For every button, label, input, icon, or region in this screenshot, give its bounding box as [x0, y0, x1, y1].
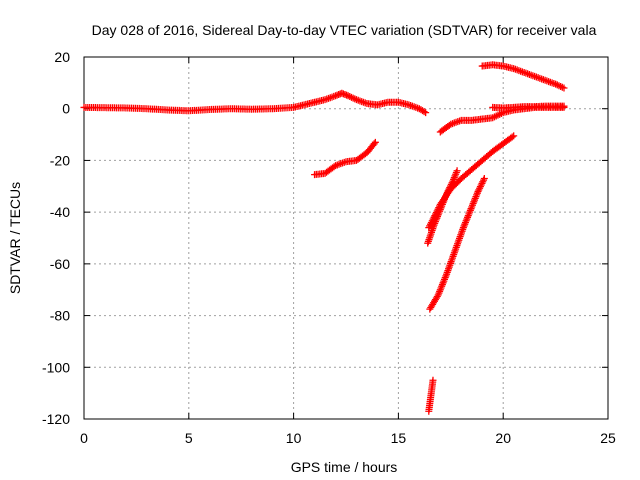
data-point-marker: [474, 187, 482, 195]
data-point-marker: [560, 102, 568, 110]
data-point-marker: [552, 80, 560, 88]
x-tick-label: 15: [391, 430, 407, 446]
data-series: [478, 61, 568, 92]
data-point-marker: [371, 138, 379, 146]
data-point-marker: [476, 183, 484, 191]
data-point-marker: [351, 95, 359, 103]
data-point-marker: [508, 133, 516, 141]
data-series: [436, 103, 568, 136]
data-series: [80, 89, 430, 117]
data-series: [426, 175, 488, 313]
data-point-marker: [420, 108, 428, 116]
y-tick-label: -80: [50, 308, 70, 324]
data-point-marker: [553, 81, 561, 89]
data-point-marker: [347, 93, 355, 101]
data-point-marker: [560, 84, 568, 92]
x-tick-label: 20: [495, 430, 511, 446]
data-point-marker: [370, 140, 378, 148]
data-point-marker: [448, 179, 456, 187]
data-point-marker: [480, 175, 488, 183]
data-point-marker: [443, 188, 451, 196]
data-point-marker: [445, 185, 453, 193]
axis-ticks: 0 5 10 15 20 25 -120 -100 -80 -60 -40 -20 0 20: [42, 49, 616, 446]
chart-title: Day 028 of 2016, Sidereal Day-to-day VTE…: [92, 22, 597, 38]
data-point-marker: [476, 184, 484, 192]
data-point-marker: [349, 94, 357, 102]
data-point-marker: [475, 186, 483, 194]
x-tick-label: 5: [185, 430, 193, 446]
data-point-marker: [447, 182, 455, 190]
grid: [84, 57, 608, 419]
data-series: [424, 167, 461, 247]
y-tick-label: -20: [50, 152, 70, 168]
data-point-marker: [478, 179, 486, 187]
data-point-marker: [558, 83, 566, 91]
data-point-marker: [557, 82, 565, 90]
y-tick-label: -60: [50, 256, 70, 272]
data-point-marker: [443, 190, 451, 198]
data-points: [80, 61, 568, 415]
data-point-marker: [433, 292, 441, 300]
y-tick-label: 20: [54, 49, 70, 65]
data-point-marker: [453, 167, 461, 175]
data-point-marker: [446, 184, 454, 192]
x-tick-label: 25: [600, 430, 616, 446]
y-tick-label: 0: [62, 101, 70, 117]
data-point-marker: [479, 178, 487, 186]
data-point-marker: [422, 109, 430, 117]
y-tick-label: -100: [42, 359, 70, 375]
data-series: [311, 138, 379, 179]
y-tick-label: -120: [42, 411, 70, 427]
data-series: [425, 376, 437, 415]
x-tick-label: 10: [286, 430, 302, 446]
data-point-marker: [344, 92, 352, 100]
data-point-marker: [477, 181, 485, 189]
y-tick-label: -40: [50, 204, 70, 220]
x-axis-label: GPS time / hours: [291, 459, 398, 475]
data-point-marker: [510, 132, 518, 140]
data-point-marker: [444, 187, 452, 195]
x-tick-label: 0: [80, 430, 88, 446]
data-series: [489, 102, 568, 112]
data-point-marker: [429, 376, 437, 384]
y-axis-label: SDTVAR / TECUs: [7, 182, 23, 294]
data-point-marker: [346, 93, 354, 101]
data-point-marker: [447, 180, 455, 188]
plot-frame: [83, 56, 609, 420]
data-point-marker: [555, 82, 563, 90]
data-point-marker: [480, 176, 488, 184]
